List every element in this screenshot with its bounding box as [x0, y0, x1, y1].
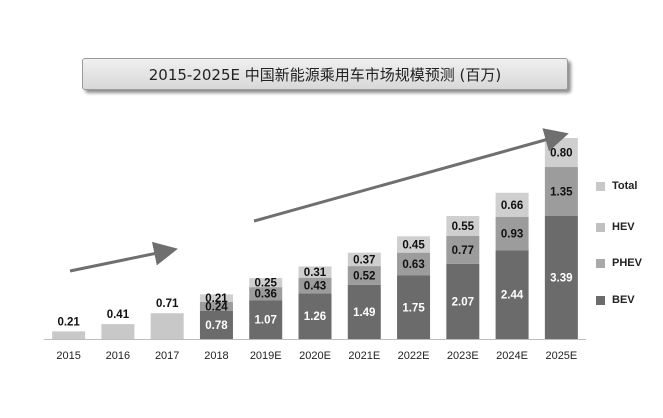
x-tick-label: 2025E: [545, 350, 577, 362]
bar-segment-hev: [298, 266, 332, 278]
bar-segment-hev: [249, 278, 283, 288]
x-tick-label: 2023E: [447, 350, 479, 362]
data-label: 2.07: [452, 296, 474, 308]
legend-label: BEV: [612, 294, 635, 306]
bar-segment-phev: [544, 167, 578, 217]
bar-segment-bev: [249, 300, 283, 339]
x-tick-label: 2016: [106, 350, 130, 362]
bar-segment-hev: [347, 252, 381, 267]
data-label: 0.78: [205, 320, 228, 332]
bar-segment-bev: [446, 263, 480, 339]
bar-segment-phev: [249, 287, 283, 301]
bar-total: [101, 324, 135, 339]
data-label: 0.41: [107, 309, 130, 321]
legend-item-hev: HEV: [596, 221, 635, 233]
data-label: 1.26: [304, 311, 326, 323]
data-label: 0.93: [501, 229, 523, 241]
legend-item-phev: PHEV: [596, 257, 642, 269]
data-label: 0.52: [353, 271, 375, 283]
bar-segment-bev: [347, 284, 381, 339]
data-label: 2.44: [501, 290, 524, 302]
data-label: 0.77: [452, 245, 474, 257]
bar-segment-phev: [347, 266, 381, 285]
legend-swatch: [596, 181, 605, 191]
data-label: 0.31: [304, 267, 327, 279]
bar-segment-bev: [199, 310, 233, 339]
bar-segment-hev: [199, 294, 233, 302]
legend-item-total: Total: [596, 180, 637, 192]
bar-segment-hev: [446, 216, 480, 236]
data-label: 0.63: [402, 259, 424, 271]
data-label: 0.24: [205, 301, 228, 313]
bar-segment-hev: [397, 236, 431, 253]
bar-segment-phev: [298, 277, 332, 294]
x-tick-label: 2017: [155, 350, 179, 362]
bar-total: [150, 313, 184, 339]
bar-segment-hev: [495, 192, 529, 217]
x-tick-label: 2024E: [496, 350, 528, 362]
data-label: 1.75: [402, 302, 425, 314]
data-label: 0.21: [57, 316, 80, 328]
chart-title: 2015-2025E 中国新能源乘用车市场规模预测 (百万): [82, 58, 568, 90]
bar-segment-bev: [298, 293, 332, 339]
trend-arrow: [253, 128, 569, 223]
bar-segment-phev: [397, 252, 431, 276]
legend-swatch: [596, 295, 605, 305]
data-label: 0.37: [353, 254, 375, 266]
bar-total: [52, 331, 86, 339]
x-tick-label: 2019E: [250, 350, 282, 362]
x-tick-label: 2020E: [299, 350, 331, 362]
x-tick-label: 2022E: [398, 350, 430, 362]
bar-segment-phev: [446, 235, 480, 264]
bar-segment-phev: [199, 301, 233, 311]
data-label: 3.39: [550, 273, 572, 285]
legend-label: Total: [612, 180, 638, 192]
legend-swatch: [596, 222, 605, 232]
data-label: 0.71: [156, 298, 179, 310]
data-label: 0.25: [255, 278, 278, 290]
data-label: 0.43: [304, 280, 326, 292]
legend-item-bev: BEV: [596, 294, 635, 306]
data-label: 0.21: [205, 293, 228, 305]
bar-segment-bev: [397, 275, 431, 339]
trend-arrow: [69, 241, 178, 273]
bar-segment-phev: [495, 216, 529, 251]
x-tick-label: 2021E: [348, 350, 380, 362]
data-label: 1.35: [550, 187, 573, 199]
legend-label: PHEV: [612, 257, 642, 269]
x-tick-label: 2015: [56, 350, 80, 362]
data-label: 0.66: [501, 200, 523, 212]
data-label: 0.36: [255, 289, 277, 301]
data-label: 0.80: [550, 148, 572, 160]
data-label: 1.07: [255, 315, 277, 327]
data-label: 0.45: [402, 239, 425, 251]
legend-label: HEV: [612, 221, 635, 233]
bar-segment-bev: [495, 250, 529, 339]
legend-swatch: [596, 258, 605, 268]
data-label: 0.55: [452, 221, 475, 233]
bar-segment-bev: [544, 216, 578, 339]
x-tick-label: 2018: [204, 350, 228, 362]
data-label: 1.49: [353, 307, 375, 319]
